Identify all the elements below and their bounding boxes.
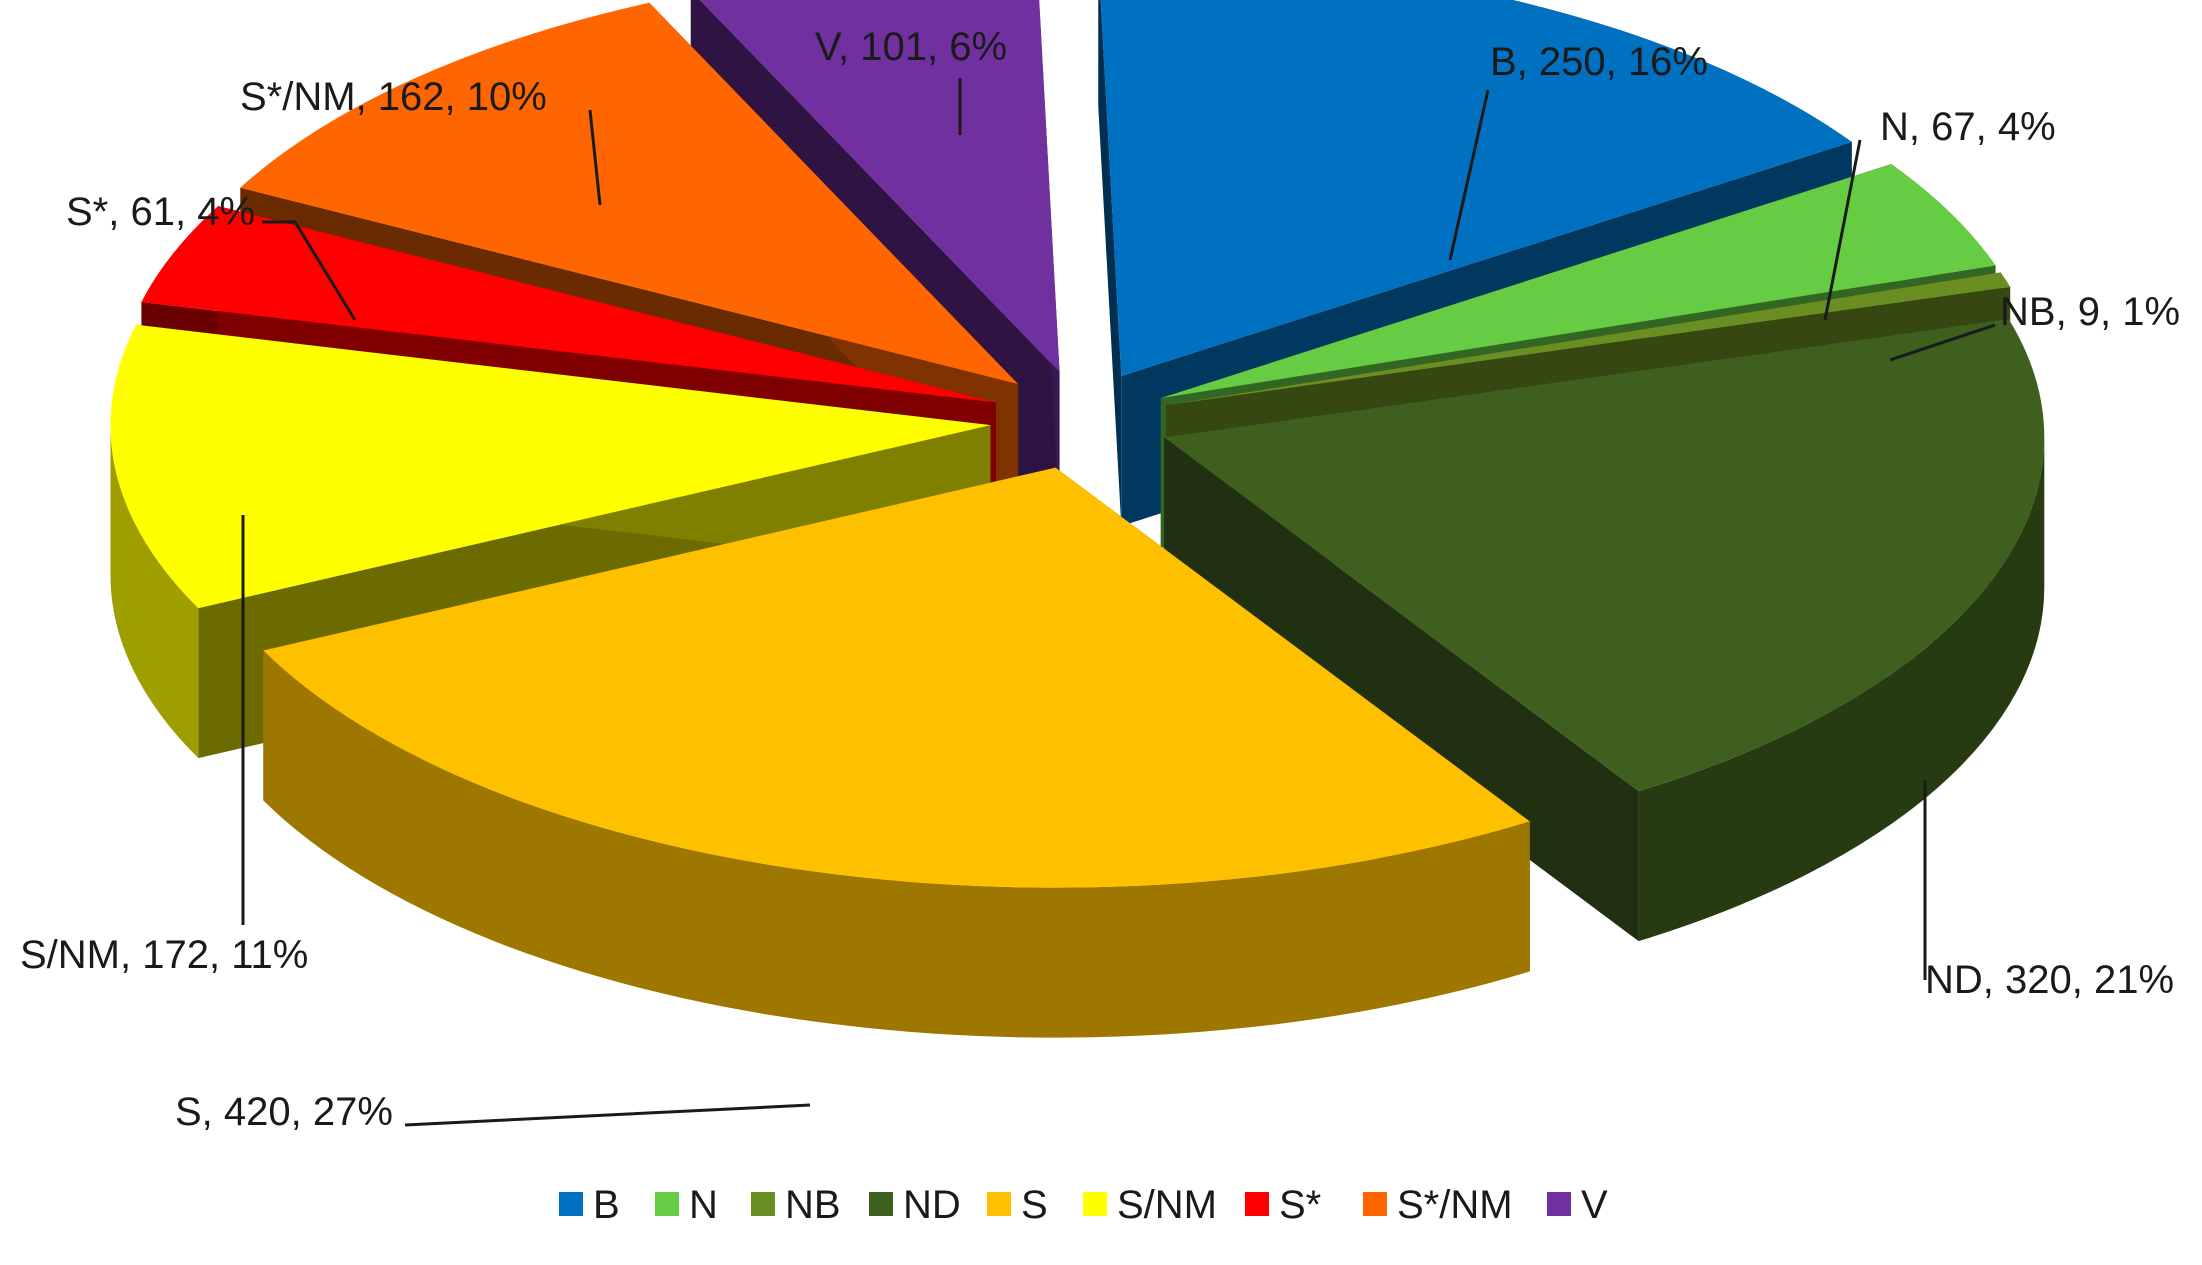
slice-outer-wall (1638, 437, 2045, 942)
legend-label: S*/NM (1397, 1183, 1513, 1227)
legend-label: V (1581, 1183, 1608, 1227)
legend-swatch (869, 1192, 893, 1216)
data-label-s: S, 420, 27% (175, 1090, 393, 1134)
data-label-s-: S*, 61, 4% (66, 190, 255, 234)
legend-item-s-: S* (1245, 1183, 1321, 1227)
slice-top-face (1164, 319, 2045, 792)
legend-item-v: V (1547, 1183, 1608, 1227)
data-label-nd: ND, 320, 21% (1925, 958, 2174, 1002)
slice-top-face (1160, 164, 1996, 399)
data-label-b: B, 250, 16% (1490, 40, 1708, 84)
pie-slice-s (263, 467, 1530, 1038)
legend-swatch (1547, 1192, 1571, 1216)
leader-line-n (1823, 139, 1862, 321)
legend-label: B (593, 1183, 620, 1227)
slice-side-wall (1098, 0, 1122, 527)
slice-top-face (263, 467, 1530, 888)
legend-label: N (689, 1183, 718, 1227)
legend-label: S* (1279, 1183, 1321, 1227)
legend-swatch (1363, 1192, 1387, 1216)
legend-label: ND (903, 1183, 961, 1227)
slice-top-face (240, 2, 1019, 385)
slice-outer-wall (110, 425, 199, 759)
data-label-nb: NB, 9, 1% (2000, 290, 2180, 334)
slice-outer-wall (263, 650, 1530, 1038)
legend-item-s-nm: S*/NM (1363, 1183, 1513, 1227)
slice-top-face (141, 205, 996, 403)
legend-item-nd: ND (869, 1183, 961, 1227)
leader-line-s- (262, 220, 357, 321)
legend-label: NB (785, 1183, 841, 1227)
legend-item-s: S (987, 1183, 1048, 1227)
legend-swatch (751, 1192, 775, 1216)
leader-line-s-nm (588, 109, 602, 206)
legend-label: S (1021, 1183, 1048, 1227)
legend-label: S/NM (1117, 1183, 1217, 1227)
legend-swatch (1245, 1192, 1269, 1216)
data-label-n: N, 67, 4% (1880, 105, 2056, 149)
legend-swatch (987, 1192, 1011, 1216)
legend-item-n: N (655, 1183, 718, 1227)
legend-swatch (1083, 1192, 1107, 1216)
legend: B N NB ND S S/NM S* S*/NM V (559, 1183, 1608, 1227)
leader-line-nb (1889, 323, 1996, 362)
data-labels: B, 250, 16% N, 67, 4% NB, 9, 1% ND, 320, 21… (20, 25, 2180, 1134)
legend-item-b: B (559, 1183, 620, 1227)
slice-top-face (110, 324, 991, 609)
slice-top-face (1165, 272, 2011, 406)
leader-line-b (1448, 89, 1490, 261)
data-label-s-nm: S*/NM, 162, 10% (240, 75, 547, 119)
data-label-s-nm: S/NM, 172, 11% (20, 933, 308, 977)
legend-item-nb: NB (751, 1183, 841, 1227)
slice-top-face (1100, 0, 1852, 377)
legend-swatch (559, 1192, 583, 1216)
slice-top-face (699, 0, 1060, 372)
legend-swatch (655, 1192, 679, 1216)
legend-item-s-nm: S/NM (1083, 1183, 1217, 1227)
data-label-v: V, 101, 6% (815, 25, 1007, 69)
leader-line-s (404, 1103, 811, 1127)
pie-slices (110, 0, 2045, 1038)
